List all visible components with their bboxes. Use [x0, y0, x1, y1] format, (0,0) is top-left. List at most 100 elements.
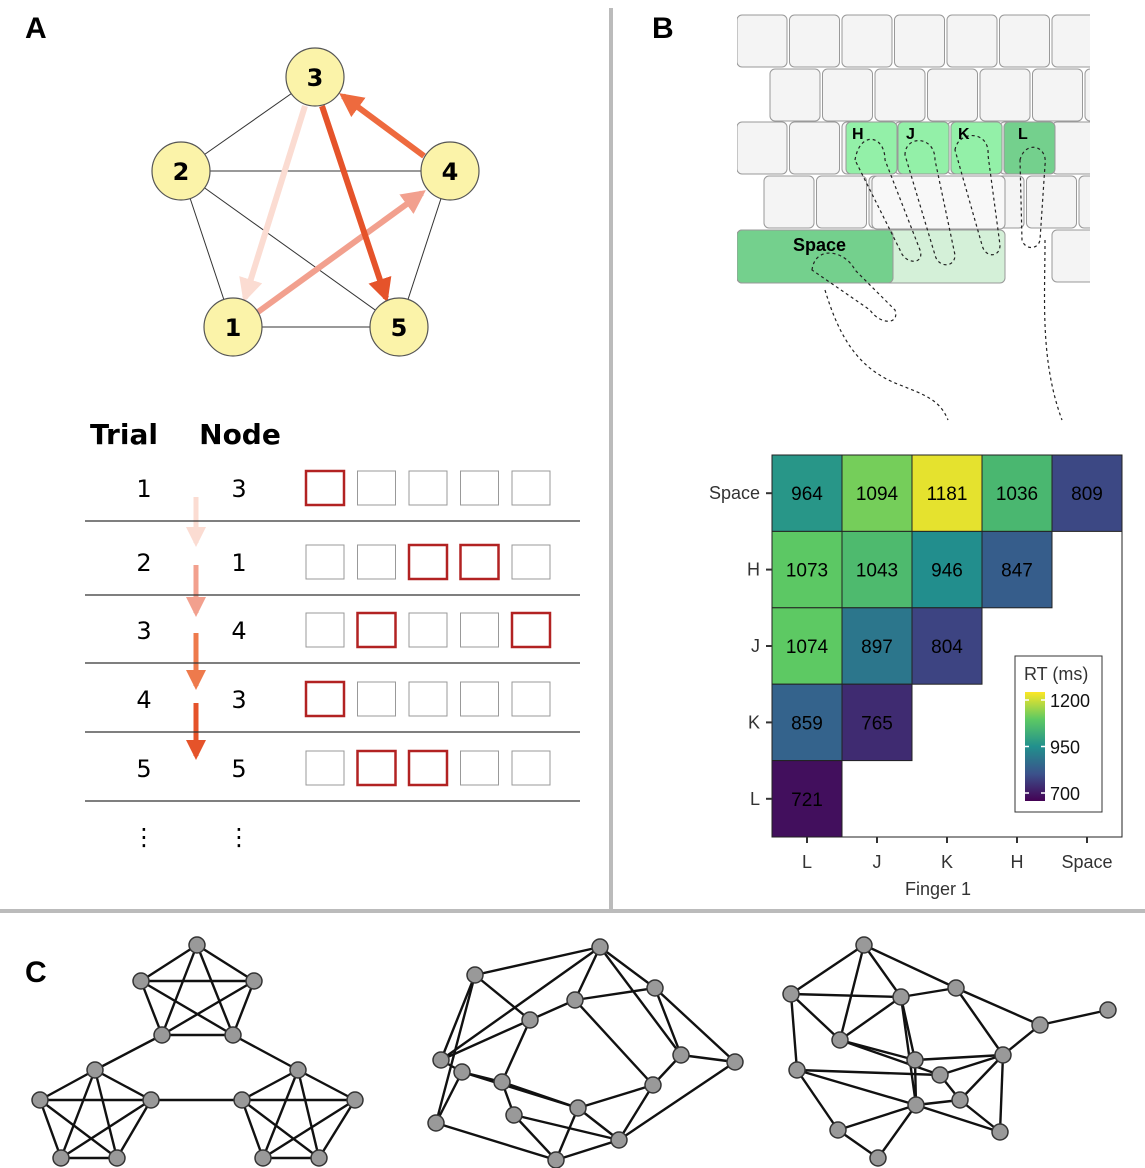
edge	[241, 1099, 320, 1159]
network-node	[310, 1149, 328, 1167]
edge	[297, 1068, 356, 1102]
heatmap: 964 1094 1181 1036 809 1073 1043 946 847 1074 897 8…	[709, 454, 1123, 899]
heat-cell	[841, 683, 913, 762]
edge	[474, 945, 601, 977]
network-node	[224, 1026, 242, 1044]
key	[950, 121, 1003, 175]
edge	[296, 1069, 321, 1159]
network-node	[254, 1149, 272, 1167]
edge	[837, 1103, 917, 1132]
table-header: Node	[199, 418, 281, 451]
edge	[232, 1033, 299, 1072]
key-label: H	[852, 126, 864, 143]
network-node	[869, 1149, 887, 1167]
heat-cell	[981, 530, 1053, 609]
trial-number: 4	[136, 686, 151, 714]
edge	[599, 946, 656, 989]
panel-label: C	[25, 956, 47, 989]
edge	[94, 1033, 163, 1072]
network-node	[132, 972, 150, 990]
node-number: 1	[231, 549, 246, 577]
key-box	[511, 544, 551, 580]
network-node	[782, 985, 800, 1003]
key	[1003, 121, 1056, 175]
edge	[555, 1138, 620, 1162]
network-node	[427, 1114, 445, 1132]
edge	[838, 944, 866, 1041]
x-tick-label: K	[941, 852, 953, 872]
x-tick-label: H	[1011, 852, 1024, 872]
network-node	[646, 979, 664, 997]
key-box	[304, 680, 346, 718]
node-number: 5	[231, 755, 246, 783]
table-header: Trial	[90, 418, 158, 451]
edge	[39, 1068, 96, 1102]
cell-label: 1073	[786, 561, 828, 582]
key-box	[510, 611, 552, 649]
node-label: 2	[173, 158, 190, 186]
network-node	[829, 1121, 847, 1139]
node	[420, 141, 480, 201]
node-label: 4	[442, 158, 459, 186]
key	[871, 175, 1006, 230]
x-tick-label: J	[873, 852, 882, 872]
network-node	[505, 1106, 523, 1124]
network-node	[108, 1149, 126, 1167]
key	[874, 68, 926, 122]
cell-label: 1074	[786, 637, 829, 658]
key	[1051, 14, 1090, 68]
network-node	[831, 1031, 849, 1049]
key-box	[357, 681, 396, 717]
edge	[196, 943, 255, 983]
network-node	[466, 966, 484, 984]
edge	[262, 1098, 356, 1160]
key-box	[408, 470, 448, 506]
cell-label: 1094	[856, 484, 899, 505]
edge	[790, 993, 841, 1041]
edge	[998, 1054, 1005, 1133]
edge	[94, 1068, 152, 1102]
node	[285, 47, 345, 107]
network-node	[788, 1061, 806, 1079]
graph-nodes: 1 2 3 4 5	[151, 47, 480, 357]
key-box	[407, 749, 449, 787]
key-box	[459, 543, 500, 581]
node-label: 1	[225, 314, 242, 342]
key	[769, 68, 821, 122]
edge	[231, 980, 256, 1036]
edge	[790, 992, 902, 999]
node-label: 3	[307, 64, 324, 92]
edge	[461, 1070, 579, 1110]
edge	[955, 987, 1004, 1056]
key	[841, 14, 893, 68]
key-box	[511, 470, 551, 506]
edge	[617, 1084, 655, 1141]
heat-cell	[911, 454, 983, 532]
edge	[435, 1121, 557, 1162]
edge	[900, 986, 957, 999]
key-box	[305, 612, 345, 648]
trial-number: 2	[136, 549, 151, 577]
network-node	[610, 1131, 628, 1149]
y-tick-label: H	[747, 560, 760, 580]
edge	[93, 1069, 119, 1159]
key-box	[408, 681, 448, 717]
edge	[790, 944, 865, 995]
key	[737, 229, 894, 284]
edge	[240, 1099, 265, 1159]
edge	[60, 1098, 152, 1160]
edge	[915, 1103, 1001, 1134]
network-node	[493, 1073, 511, 1091]
key-box	[460, 470, 499, 506]
key-box	[356, 611, 397, 649]
network-node	[569, 1099, 587, 1117]
key-box	[460, 750, 499, 786]
edge	[140, 979, 234, 1037]
cell-label: 1036	[996, 484, 1038, 505]
network-node	[31, 1091, 49, 1109]
edge	[796, 1069, 839, 1131]
edge	[317, 1099, 357, 1159]
key-box	[356, 749, 397, 787]
cell-label: 897	[861, 637, 893, 658]
key	[1084, 68, 1090, 122]
